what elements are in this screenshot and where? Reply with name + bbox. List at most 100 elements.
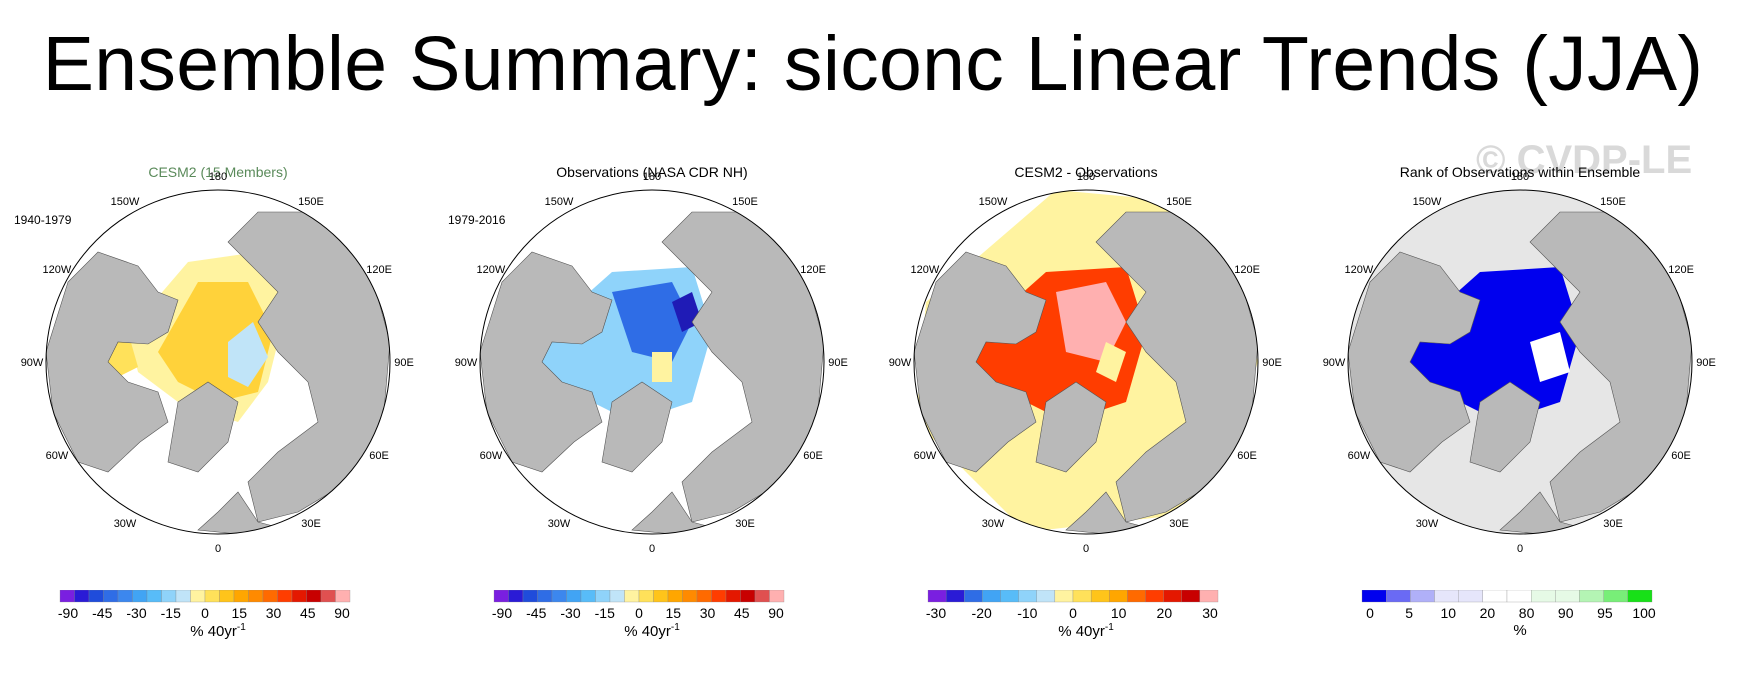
colorbar-tick-label: 80	[1519, 605, 1535, 621]
colorbar-swatch	[320, 590, 336, 603]
lon-label: 0	[1083, 543, 1089, 555]
colorbar-units: % 40yr-1	[1058, 622, 1114, 640]
colorbar-tick-label: -15	[595, 605, 615, 621]
colorbar-swatch	[522, 590, 538, 603]
lon-label: 90E	[1696, 357, 1716, 369]
colorbar: -90 -45 -30 -15 0 15 30 45 90	[58, 590, 351, 621]
colorbar-swatch	[190, 590, 206, 603]
colorbar-swatch	[667, 590, 683, 603]
colorbar-tick-label: -20	[972, 605, 992, 621]
colorbar-tick-label: 10	[1440, 605, 1456, 621]
colorbar-swatch	[1361, 590, 1387, 603]
colorbar: 0 5 10 20 80 90 95 100	[1361, 590, 1656, 621]
lon-label: 180	[643, 171, 661, 183]
land-mass	[1469, 381, 1541, 473]
colorbar-swatch	[624, 590, 640, 603]
colorbar-tick-label: -45	[92, 605, 112, 621]
colorbar: -30 -20 -10 0 10 20 30	[926, 590, 1219, 621]
colorbar-tick-label: 0	[201, 605, 209, 621]
colorbar-swatch	[146, 590, 162, 603]
lon-label: 60W	[1348, 450, 1371, 462]
colorbar-swatch	[595, 590, 611, 603]
lon-label: 30W	[1416, 518, 1439, 530]
colorbar-tick-label: 0	[1069, 605, 1077, 621]
colorbar-swatch	[945, 590, 965, 603]
colorbar-swatch	[1000, 590, 1019, 603]
colorbar-swatch	[1579, 590, 1604, 603]
colorbar: -90 -45 -30 -15 0 15 30 45 90	[492, 590, 785, 621]
colorbar-swatch	[262, 590, 278, 603]
lon-label: 120W	[1345, 264, 1374, 276]
colorbar-swatch	[1386, 590, 1411, 603]
colorbar-swatch	[682, 590, 698, 603]
panel-title: Rank of Observations within Ensemble	[1399, 164, 1641, 180]
colorbar-tick-label: 90	[1558, 605, 1574, 621]
colorbar-swatch	[1054, 590, 1074, 603]
lon-label: 30E	[1603, 518, 1623, 530]
colorbar-swatch	[754, 590, 770, 603]
lon-label: 180	[1511, 171, 1529, 183]
lon-label: 150E	[732, 196, 758, 208]
colorbar-tick-label: -15	[161, 605, 181, 621]
lon-label: 150E	[298, 196, 324, 208]
colorbar-swatch	[233, 590, 249, 603]
colorbar-units: % 40yr-1	[624, 622, 680, 640]
colorbar-swatch	[493, 590, 509, 603]
colorbar-tick-label: 30	[700, 605, 716, 621]
colorbar-swatch	[117, 590, 133, 603]
polar-map: 180 150E 120E 90E 60E 30E 0 30W 60W 90W 120W 150W	[889, 171, 1282, 555]
colorbar-swatch	[1163, 590, 1182, 603]
colorbar-swatch	[1090, 590, 1110, 603]
map-boundary	[45, 189, 391, 535]
colorbar-swatch	[291, 590, 307, 603]
colorbar-tick-label: -30	[560, 605, 580, 621]
colorbar-swatch	[1145, 590, 1164, 603]
colorbar-tick-label: -90	[58, 605, 78, 621]
lon-label: 120W	[477, 264, 506, 276]
colorbar-tick-label: -90	[492, 605, 512, 621]
colorbar-swatch	[1506, 590, 1532, 603]
colorbar-tick-label: 15	[665, 605, 681, 621]
lon-label: 180	[1077, 171, 1095, 183]
lon-label: 150W	[111, 196, 140, 208]
colorbar-tick-label: 10	[1111, 605, 1127, 621]
colorbar-swatch	[711, 590, 727, 603]
colorbar-tick-label: 100	[1632, 605, 1656, 621]
colorbar-swatch	[725, 590, 741, 603]
lon-label: 30W	[982, 518, 1005, 530]
colorbar-swatch	[1627, 590, 1653, 603]
lon-label: 60W	[914, 450, 937, 462]
colorbar-swatch	[638, 590, 654, 603]
map-boundary	[913, 189, 1259, 535]
polar-map: 180 150E 120E 90E 60E 30E 0 30W 60W 90W 120W 150W	[455, 171, 848, 555]
lon-label: 90W	[889, 357, 912, 369]
map-boundary	[479, 189, 825, 535]
colorbar-swatch	[88, 590, 104, 603]
colorbar-swatch	[1555, 590, 1580, 603]
lon-label: 60E	[369, 450, 389, 462]
colorbar-swatch	[609, 590, 625, 603]
colorbar-swatch	[175, 590, 191, 603]
page-title: Ensemble Summary: siconc Linear Trends (…	[42, 21, 1704, 107]
colorbar-swatch	[580, 590, 596, 603]
land-mass	[914, 251, 1047, 473]
lon-label: 90W	[21, 357, 44, 369]
colorbar-tick-label: 0	[1366, 605, 1374, 621]
colorbar-tick-label: 45	[300, 605, 316, 621]
colorbar-tick-label: -45	[526, 605, 546, 621]
period-label: 1979-2016	[448, 213, 506, 227]
colorbar-units: %	[1513, 622, 1527, 639]
colorbar-swatch	[1127, 590, 1146, 603]
land-mass	[167, 381, 239, 473]
lon-label: 60E	[1237, 450, 1257, 462]
colorbar-swatch	[1036, 590, 1056, 603]
map-panel-rank: Rank of Observations within Ensemble 180 1…	[1302, 150, 1738, 670]
colorbar-tick-label: 90	[334, 605, 350, 621]
colorbar-swatch	[769, 590, 785, 603]
colorbar-swatch	[964, 590, 983, 603]
lon-label: 90E	[394, 357, 414, 369]
polar-map: 180 150E 120E 90E 60E 30E 0 30W 60W 90W 120W 150W	[21, 171, 414, 555]
colorbar-tick-label: 15	[231, 605, 247, 621]
colorbar-swatch	[277, 590, 293, 603]
lon-label: 120E	[1234, 264, 1260, 276]
